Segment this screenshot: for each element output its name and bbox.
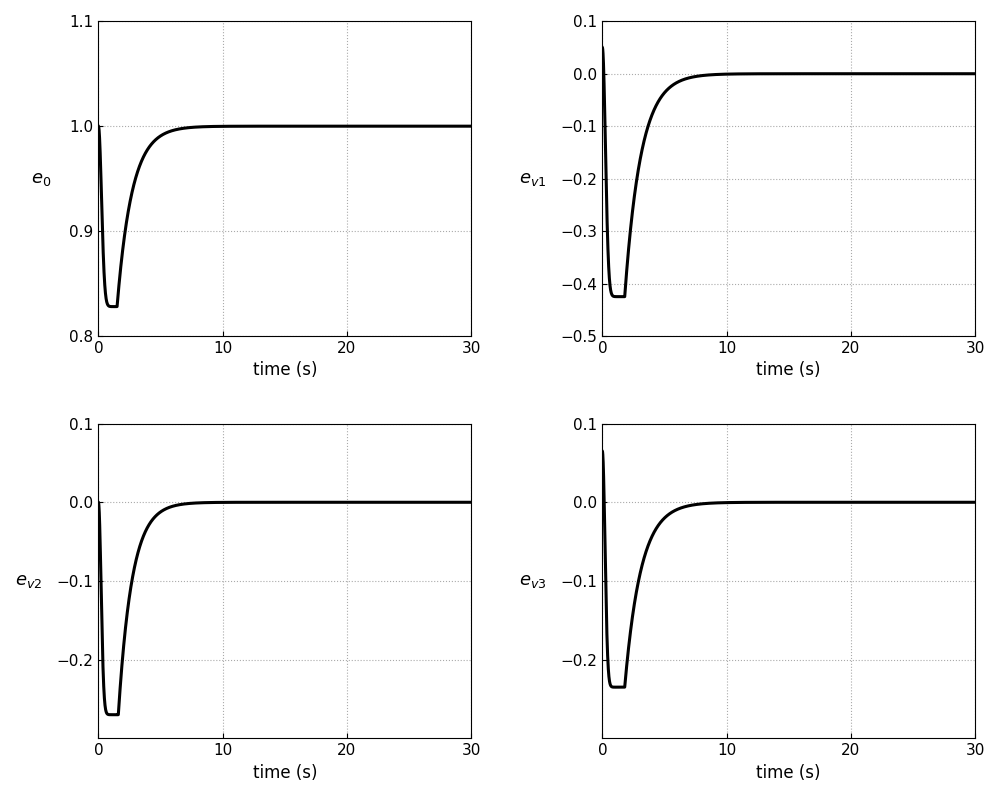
X-axis label: time (s): time (s) [756, 764, 821, 782]
X-axis label: time (s): time (s) [253, 361, 317, 379]
X-axis label: time (s): time (s) [756, 361, 821, 379]
Y-axis label: $e_0$: $e_0$ [31, 170, 52, 187]
Y-axis label: $e_{v3}$: $e_{v3}$ [519, 572, 547, 590]
X-axis label: time (s): time (s) [253, 764, 317, 782]
Y-axis label: $e_{v1}$: $e_{v1}$ [519, 170, 546, 187]
Y-axis label: $e_{v2}$: $e_{v2}$ [15, 572, 43, 590]
